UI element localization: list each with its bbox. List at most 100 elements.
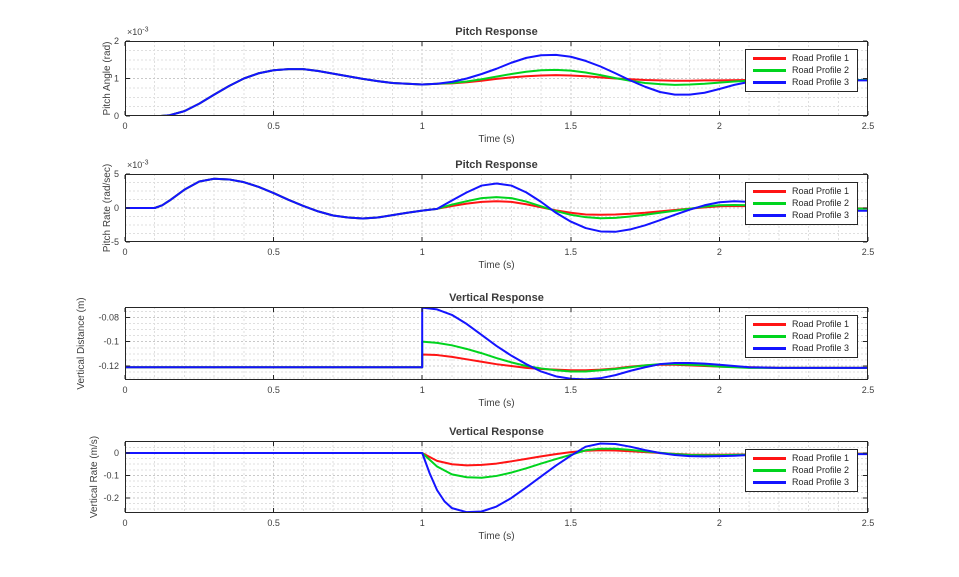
plot-title: Pitch Response: [455, 26, 538, 38]
x-axis-label: Time (s): [478, 531, 514, 542]
series-line-3: [125, 307, 868, 380]
y-tick-label: -0.1: [103, 337, 119, 347]
x-tick-label: 1.5: [565, 247, 578, 257]
legend-line-swatch: [752, 202, 786, 205]
x-tick-label: 0.5: [267, 247, 280, 257]
legend-item-label: Road Profile 1: [791, 186, 849, 196]
x-tick-label: 0: [122, 385, 127, 395]
legend-line-swatch: [752, 69, 786, 72]
legend-line-swatch: [752, 323, 786, 326]
legend-line-swatch: [752, 457, 786, 460]
x-tick-label: 1: [420, 121, 425, 131]
legend-item-label: Road Profile 1: [791, 319, 849, 329]
x-tick-label: 1.5: [565, 121, 578, 131]
legend-line-swatch: [752, 481, 786, 484]
y-tick-label: -0.2: [103, 493, 119, 503]
x-tick-label: 1: [420, 385, 425, 395]
legend-line-swatch: [752, 469, 786, 472]
series-line-2: [125, 447, 868, 479]
plot-area: 0 0.5 1 1.5 2 2.5-505 Pitch Response Pitch Ra…: [102, 159, 875, 271]
x-tick-label: 2.5: [862, 247, 875, 257]
legend-item-label: Road Profile 2: [791, 465, 849, 475]
legend-item: Road Profile 2: [752, 65, 849, 76]
plot-area: 0 0.5 1 1.5 2 2.5-0.2-0.10 Vertical Response …: [89, 426, 875, 542]
legend-item: Road Profile 1: [752, 453, 849, 464]
x-tick-label: 2.5: [862, 385, 875, 395]
x-tick-label: 2.5: [862, 518, 875, 528]
series-line-2: [125, 177, 868, 220]
plot-area: 0 0.5 1 1.5 2 2.5 -0.12 -0.1 -0.08 Vertical Resp…: [76, 292, 875, 409]
legend-line-swatch: [752, 335, 786, 338]
legend-item: Road Profile 2: [752, 198, 849, 209]
y-tick-label: 1: [114, 74, 119, 84]
axes-box: [125, 307, 868, 380]
x-tick-label: 0: [122, 121, 127, 131]
legend: Road Profile 1 Road Profile 2 Road Profile…: [744, 449, 858, 492]
legend-item: Road Profile 3: [752, 343, 849, 354]
y-axis-label: Vertical Rate (m/s): [89, 436, 100, 518]
x-axis-label: Time (s): [478, 260, 514, 271]
y-tick-label: 0: [114, 448, 119, 458]
x-tick-label: 0.5: [267, 518, 280, 528]
series-line-3: [125, 442, 868, 513]
legend-item-label: Road Profile 1: [791, 53, 849, 63]
y-tick-label: -0.1: [103, 470, 119, 480]
legend-item-label: Road Profile 3: [791, 210, 849, 220]
y-tick-label: 5: [114, 169, 119, 179]
legend-item-label: Road Profile 2: [791, 198, 849, 208]
y-axis-multiplier: ×10-3: [127, 160, 149, 171]
x-tick-label: 2.5: [862, 121, 875, 131]
plot-title: Vertical Response: [449, 426, 544, 438]
series-line-1: [125, 68, 868, 116]
x-tick-label: 1: [420, 247, 425, 257]
legend-item-label: Road Profile 3: [791, 477, 849, 487]
plot-title: Vertical Response: [449, 292, 544, 304]
x-tick-label: 1.5: [565, 518, 578, 528]
plot-area: 0 0.5 1 1.5 2 2.5 0 1 2 Pitch Response Pitch Ang…: [102, 26, 875, 145]
legend-item: Road Profile 3: [752, 477, 849, 488]
x-axis-label: Time (s): [478, 134, 514, 145]
legend-item-label: Road Profile 2: [791, 331, 849, 341]
axes-box: [125, 441, 868, 513]
legend-item: Road Profile 2: [752, 331, 849, 342]
y-axis-label: Vertical Distance (m): [76, 297, 87, 389]
legend-item-label: Road Profile 3: [791, 77, 849, 87]
series-line-3: [125, 177, 868, 233]
series-line-1: [125, 177, 868, 220]
x-tick-label: 2: [717, 247, 722, 257]
legend-item-label: Road Profile 2: [791, 65, 849, 75]
x-tick-label: 0.5: [267, 385, 280, 395]
legend-item: Road Profile 1: [752, 186, 849, 197]
x-tick-label: 1: [420, 518, 425, 528]
series-line-3: [125, 53, 868, 116]
legend-item: Road Profile 3: [752, 210, 849, 221]
x-tick-label: 0: [122, 247, 127, 257]
y-tick-label: 0: [114, 111, 119, 121]
legend-line-swatch: [752, 214, 786, 217]
y-tick-label: 2: [114, 36, 119, 46]
axes-box: [125, 174, 868, 242]
series-line-1: [125, 449, 868, 467]
legend: Road Profile 1 Road Profile 2 Road Profile…: [744, 315, 858, 358]
legend-line-swatch: [752, 57, 786, 60]
y-tick-label: -0.08: [98, 312, 119, 322]
y-tick-label: -5: [111, 237, 119, 247]
series-line-2: [125, 340, 868, 373]
y-tick-label: 0: [114, 203, 119, 213]
x-tick-label: 0: [122, 518, 127, 528]
legend-line-swatch: [752, 347, 786, 350]
x-tick-label: 1.5: [565, 385, 578, 395]
x-tick-label: 2: [717, 385, 722, 395]
plot-title: Pitch Response: [455, 159, 538, 171]
y-axis-label: Pitch Angle (rad): [102, 42, 113, 116]
y-axis-multiplier: ×10-3: [127, 27, 149, 38]
x-tick-label: 0.5: [267, 121, 280, 131]
legend: Road Profile 1 Road Profile 2 Road Profile…: [744, 182, 858, 225]
legend-item-label: Road Profile 1: [791, 453, 849, 463]
axes-box: [125, 41, 868, 116]
legend-item: Road Profile 1: [752, 319, 849, 330]
x-tick-label: 2: [717, 518, 722, 528]
